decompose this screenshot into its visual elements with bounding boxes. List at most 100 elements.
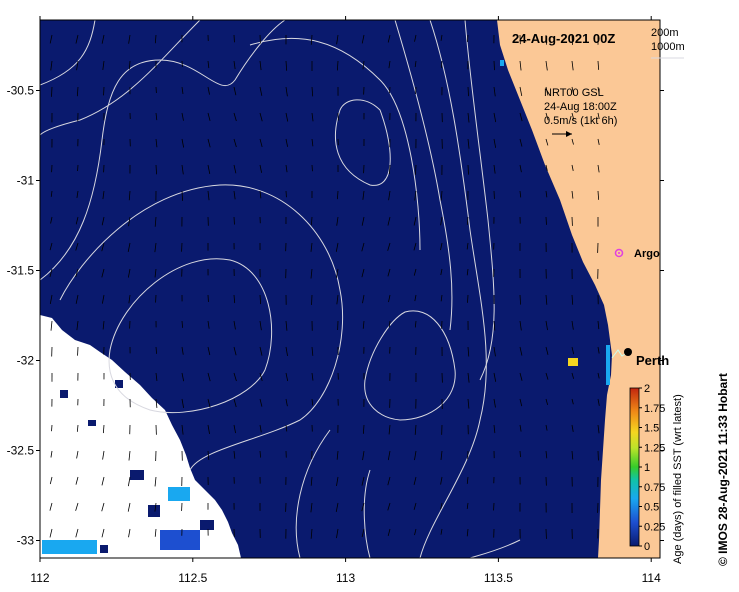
current-arrow — [388, 190, 391, 201]
current-arrow — [233, 164, 237, 174]
current-arrow — [545, 60, 548, 71]
credit-text: © IMOS 28-Aug-2021 11:33 Hobart — [716, 373, 730, 566]
colorbar-label: Age (days) of filled SST (wrt latest) — [672, 394, 684, 564]
current-arrow — [387, 450, 391, 461]
current-arrow — [207, 112, 211, 121]
current-arrow — [440, 528, 443, 535]
current-arrow — [259, 86, 263, 96]
sst-contour-lines — [40, 20, 521, 558]
current-arrow — [310, 242, 313, 252]
current-arrow — [467, 372, 470, 383]
current-arrow — [154, 476, 157, 487]
current-arrow — [361, 242, 365, 252]
current-arrow — [388, 320, 391, 328]
current-arrow — [155, 138, 158, 148]
current-arrow — [571, 294, 574, 305]
current-arrow — [102, 450, 105, 460]
current-arrow — [545, 294, 548, 305]
current-arrow — [597, 112, 600, 120]
current-arrow — [101, 34, 105, 44]
current-arrow — [440, 242, 443, 251]
current-arrow — [127, 476, 131, 487]
current-arrow — [519, 60, 522, 71]
current-arrow — [571, 112, 575, 120]
current-arrow — [207, 424, 210, 434]
current-arrow — [51, 86, 53, 97]
current-arrow — [101, 476, 105, 486]
current-arrow — [493, 320, 496, 331]
current-arrow — [75, 528, 79, 538]
y-tick-label: -32.5 — [7, 444, 35, 458]
current-arrow — [155, 164, 157, 175]
current-arrow — [101, 502, 105, 512]
land-area — [497, 20, 660, 558]
current-arrow — [285, 164, 288, 173]
current-arrow — [597, 138, 600, 145]
current-arrow — [545, 424, 548, 431]
current-scale-arrow-icon — [552, 131, 572, 137]
current-arrow — [311, 138, 314, 147]
current-arrow — [75, 216, 79, 225]
current-arrow — [127, 242, 131, 252]
x-tick-label: 112 — [30, 571, 49, 585]
current-arrow — [233, 424, 236, 434]
date-title: 24-Aug-2021 00Z — [512, 31, 615, 46]
current-arrow — [207, 164, 211, 174]
current-arrow — [336, 294, 339, 305]
y-tick-label: -30.5 — [7, 84, 35, 98]
current-arrow — [440, 476, 443, 485]
current-arrow — [387, 476, 391, 486]
current-arrow — [207, 320, 210, 329]
current-arrow — [75, 502, 79, 511]
colorbar-ticks: 2 1.75 1.5 1.25 1 0.75 0.5 0.25 0 — [639, 383, 665, 553]
plot-frame — [39, 19, 661, 559]
current-arrow — [49, 476, 53, 485]
current-arrow — [76, 60, 79, 71]
current-arrow — [154, 268, 157, 278]
current-arrow — [597, 60, 600, 70]
current-arrow — [311, 216, 313, 226]
current-arrow — [76, 320, 79, 331]
current-arrow — [336, 34, 339, 45]
current-arrow — [387, 242, 391, 251]
current-arrow — [233, 86, 237, 96]
current-arrow — [181, 424, 184, 435]
current-arrow — [285, 320, 288, 331]
current-arrow — [181, 372, 185, 382]
depth-legend-200m: 200m — [651, 27, 679, 39]
current-arrow — [181, 346, 184, 355]
current-arrow — [545, 138, 549, 146]
current-arrow — [154, 528, 157, 537]
colorbar-tick-label: 1.5 — [644, 423, 659, 435]
current-arrow — [285, 86, 288, 97]
current-arrow — [155, 346, 157, 354]
current-scale-label: 0.5m/s (1kt 6h) — [544, 115, 617, 127]
current-arrow — [336, 476, 339, 486]
current-arrow — [233, 294, 236, 304]
current-arrow — [310, 502, 313, 513]
current-arrow — [128, 450, 131, 461]
current-arrow — [259, 372, 263, 382]
current-arrow — [181, 164, 184, 175]
colorbar-tick-label: 0.5 — [644, 502, 659, 514]
current-arrow — [336, 528, 339, 539]
current-arrow — [467, 138, 470, 149]
current-arrow — [337, 190, 339, 200]
current-arrow — [311, 398, 314, 406]
current-arrow — [76, 450, 79, 459]
current-arrow — [75, 268, 79, 278]
current-arrow — [102, 424, 105, 434]
current-arrow — [545, 34, 548, 45]
current-arrow — [441, 60, 443, 68]
current-arrow — [233, 398, 237, 408]
current-arrow — [571, 424, 574, 432]
current-arrow — [285, 424, 288, 432]
current-arrow — [440, 216, 443, 226]
current-arrow — [49, 528, 53, 538]
colorbar — [629, 387, 640, 547]
current-arrow — [387, 502, 391, 511]
current-arrow — [76, 86, 79, 97]
current-arrow — [362, 320, 365, 329]
y-tick-label: -31 — [17, 174, 35, 188]
x-tick-label: 112.5 — [178, 571, 207, 585]
